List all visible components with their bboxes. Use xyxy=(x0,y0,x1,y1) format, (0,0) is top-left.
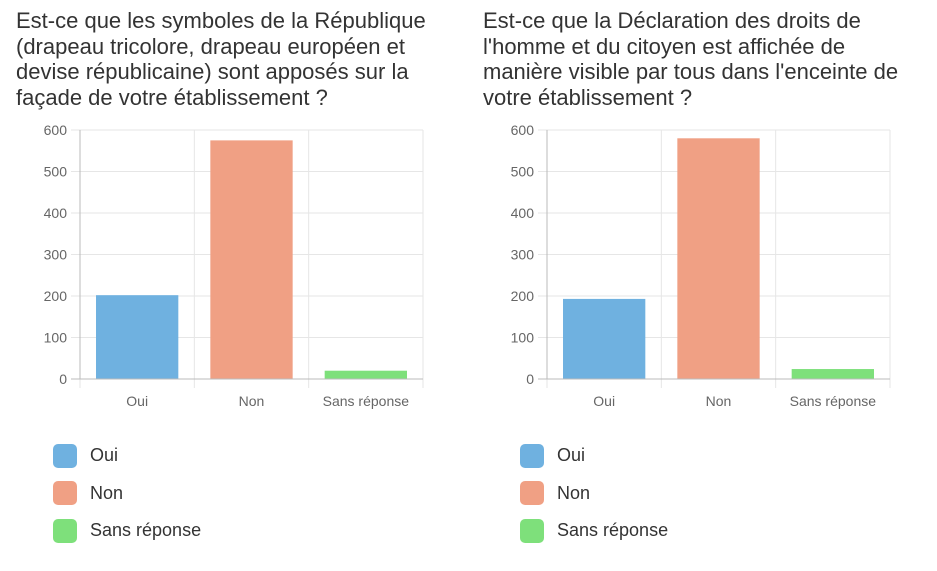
y-tick-label: 0 xyxy=(59,371,67,387)
y-tick-label: 600 xyxy=(511,122,535,138)
chart-title: Est-ce que les symboles de la République… xyxy=(16,8,426,110)
legend-item-non[interactable]: Non xyxy=(53,475,201,513)
bar-oui xyxy=(563,298,646,379)
x-tick-label: Sans réponse xyxy=(323,393,410,409)
bar-oui xyxy=(96,295,179,379)
legend-item-non[interactable]: Non xyxy=(520,475,668,513)
legend-item-oui[interactable]: Oui xyxy=(520,437,668,475)
legend-label-oui: Oui xyxy=(557,445,586,466)
y-tick-label: 100 xyxy=(44,330,68,346)
legend-item-sans-reponse[interactable]: Sans réponse xyxy=(53,512,201,550)
x-tick-label: Sans réponse xyxy=(790,393,877,409)
x-tick-label: Non xyxy=(706,393,732,409)
y-tick-label: 200 xyxy=(44,288,68,304)
chart-legend: Oui Non Sans réponse xyxy=(520,437,668,550)
y-tick-label: 300 xyxy=(44,247,68,263)
chart-title: Est-ce que la Déclaration des droits de … xyxy=(483,8,899,110)
legend-label-sans-reponse: Sans réponse xyxy=(557,520,669,541)
legend-swatch-oui xyxy=(520,443,544,468)
bar-sans-reponse xyxy=(324,370,407,379)
chart-panel-1: Est-ce que les symboles de la République… xyxy=(16,0,456,571)
y-tick-label: 0 xyxy=(526,371,534,387)
legend-swatch-oui xyxy=(53,443,77,468)
bar-chart: 0 100 200 300 400 500 600 Oui Non Sans réponse xyxy=(511,122,891,409)
legend-swatch-non xyxy=(53,481,77,506)
bar-sans-reponse xyxy=(791,369,874,379)
x-tick-label: Oui xyxy=(593,393,615,409)
legend-label-non: Non xyxy=(90,482,124,503)
legend-label-oui: Oui xyxy=(90,445,119,466)
y-tick-label: 100 xyxy=(511,330,535,346)
y-tick-label: 200 xyxy=(511,288,535,304)
legend-swatch-sans-reponse xyxy=(520,518,544,543)
y-tick-label: 400 xyxy=(511,205,535,221)
legend-swatch-non xyxy=(520,481,544,506)
legend-swatch-sans-reponse xyxy=(53,518,77,543)
y-tick-label: 300 xyxy=(511,247,535,263)
legend-item-oui[interactable]: Oui xyxy=(53,437,201,475)
chart-legend: Oui Non Sans réponse xyxy=(53,437,201,550)
bar-chart: 0 100 200 300 400 500 600 Oui Non Sans réponse xyxy=(44,122,424,409)
bar-non xyxy=(677,138,760,379)
bar-non xyxy=(210,140,293,379)
x-tick-label: Oui xyxy=(126,393,148,409)
legend-item-sans-reponse[interactable]: Sans réponse xyxy=(520,512,668,550)
chart-panel-2: Est-ce que la Déclaration des droits de … xyxy=(483,0,923,571)
y-tick-label: 500 xyxy=(44,164,68,180)
y-tick-label: 600 xyxy=(44,122,68,138)
y-tick-label: 500 xyxy=(511,164,535,180)
y-tick-label: 400 xyxy=(44,205,68,221)
legend-label-sans-reponse: Sans réponse xyxy=(90,520,202,541)
legend-label-non: Non xyxy=(557,482,591,503)
x-tick-label: Non xyxy=(239,393,265,409)
